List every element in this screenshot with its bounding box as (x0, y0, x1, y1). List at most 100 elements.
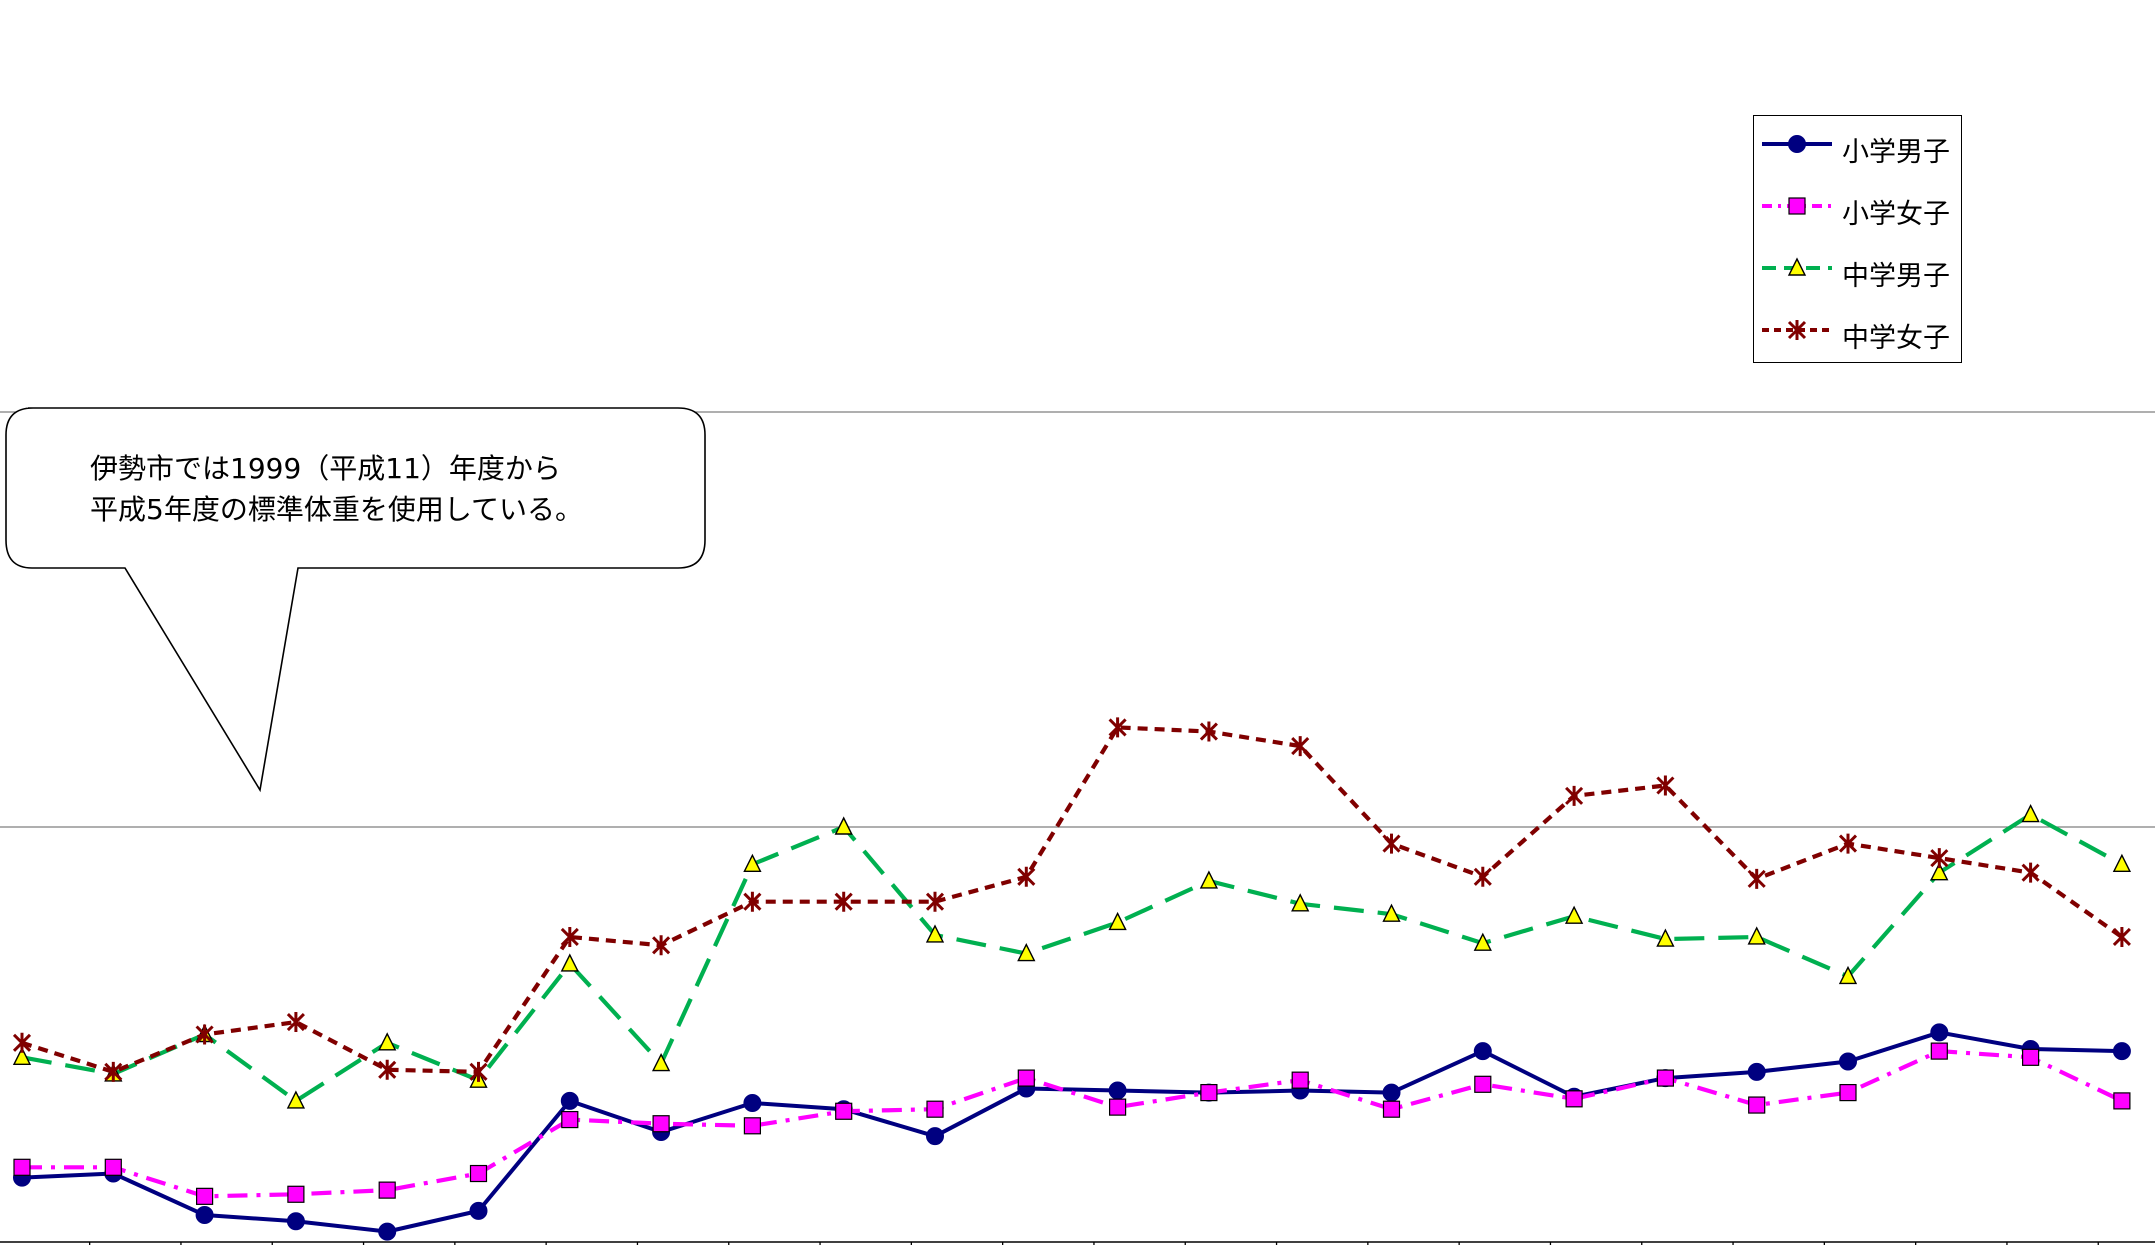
callout-line-1: 伊勢市では1999（平成11）年度から (90, 452, 561, 485)
data-point (469, 1164, 488, 1183)
data-point (469, 1061, 488, 1082)
data-point (560, 1091, 579, 1110)
data-point (743, 1093, 762, 1112)
data-point (1108, 911, 1127, 931)
legend-label: 小学女子 (1842, 199, 1950, 230)
data-point (1382, 833, 1401, 854)
legend-item-boys-junior-high: 中学男子 (1754, 248, 1963, 292)
legend-swatch-boys-junior-high (1762, 257, 1832, 276)
data-point (2021, 1048, 2040, 1066)
data-point (1656, 775, 1675, 796)
data-point (1200, 1083, 1218, 1102)
data-point (834, 891, 853, 912)
data-point (12, 1032, 32, 1053)
data-point (2113, 1092, 2131, 1110)
data-point (926, 1127, 944, 1146)
data-point (834, 816, 853, 835)
legend-item-girls-elementary: 小学女子 (1754, 186, 1963, 230)
data-point (652, 935, 671, 956)
data-point (835, 1102, 853, 1120)
data-point (195, 1024, 214, 1045)
series-line (22, 1048, 2123, 1199)
data-point (1747, 868, 1766, 889)
data-point (743, 853, 762, 873)
data-point (1017, 1069, 1035, 1087)
data-point (2021, 803, 2040, 823)
data-point (287, 1185, 305, 1203)
data-point (560, 953, 579, 972)
data-point (652, 1115, 670, 1133)
data-point (1565, 1090, 1583, 1108)
data-point (1930, 862, 1949, 881)
data-point (743, 1117, 762, 1135)
data-point (1473, 1042, 1492, 1061)
legend-marker (1787, 320, 1807, 340)
data-point (195, 1206, 214, 1225)
data-point (378, 1181, 396, 1199)
data-point (1474, 1075, 1492, 1093)
data-point (1291, 893, 1310, 912)
series-4 (12, 717, 2131, 1082)
series-line (21, 812, 2123, 1104)
data-point (104, 1061, 123, 1082)
legend-marker (1787, 257, 1807, 276)
data-point (196, 1187, 214, 1205)
legend-swatch-boys-elementary (1762, 135, 1832, 153)
data-point (1291, 736, 1310, 757)
legend-label: 小学男子 (1842, 137, 1950, 168)
data-point (560, 926, 579, 947)
series-line (21, 1030, 2122, 1234)
data-point (1017, 866, 1036, 887)
data-point (1473, 932, 1492, 951)
callout-line-2: 平成5年度の標準体重を使用している。 (90, 493, 583, 526)
series-layer (12, 717, 2132, 1241)
data-point (1382, 1083, 1401, 1102)
data-point (743, 891, 762, 912)
data-point (378, 1059, 397, 1080)
series-line (21, 725, 2124, 1074)
data-point (1747, 926, 1766, 945)
legend-item-girls-junior-high: 中学女子 (1754, 310, 1963, 354)
data-point (2112, 926, 2131, 947)
legend-swatch-girls-elementary (1762, 197, 1832, 215)
data-point (1656, 928, 1675, 947)
data-point (1565, 785, 1584, 806)
data-point (13, 1158, 31, 1176)
data-point (561, 1110, 579, 1129)
data-point (1382, 1100, 1401, 1118)
data-point (286, 1012, 305, 1033)
legend-label: 中学女子 (1842, 323, 1950, 354)
callout-text: 伊勢市では1999（平成11）年度から 平成5年度の標準体重を使用している。 (90, 448, 583, 530)
data-point (1748, 1096, 1766, 1114)
data-point (926, 1100, 944, 1118)
data-point (2112, 1042, 2131, 1061)
series-2 (13, 1042, 2131, 1205)
data-point (1473, 866, 1492, 887)
legend-label: 中学男子 (1842, 261, 1950, 292)
callout (5, 407, 706, 793)
legend-marker (1788, 135, 1806, 153)
data-point (1930, 1023, 1949, 1042)
data-point (1930, 1042, 1948, 1060)
data-point (925, 924, 945, 943)
data-point (1108, 717, 1127, 738)
data-point (1747, 1062, 1766, 1081)
data-point (1839, 1083, 1857, 1102)
callout-bubble (5, 407, 706, 793)
data-point (378, 1222, 397, 1241)
legend: 小学男子 小学女子 中学男子 中学女子 (1753, 115, 1962, 363)
legend-item-boys-elementary: 小学男子 (1754, 124, 1963, 168)
data-point (378, 1032, 397, 1051)
data-point (1017, 943, 1036, 962)
data-point (2112, 853, 2132, 873)
data-point (286, 1090, 306, 1109)
data-point (651, 1052, 671, 1072)
data-point (1108, 1098, 1127, 1116)
data-point (1291, 1071, 1309, 1089)
data-point (1930, 848, 1949, 869)
data-point (469, 1201, 488, 1220)
data-point (1199, 870, 1219, 889)
data-point (1108, 1081, 1127, 1100)
series-3 (12, 803, 2132, 1109)
